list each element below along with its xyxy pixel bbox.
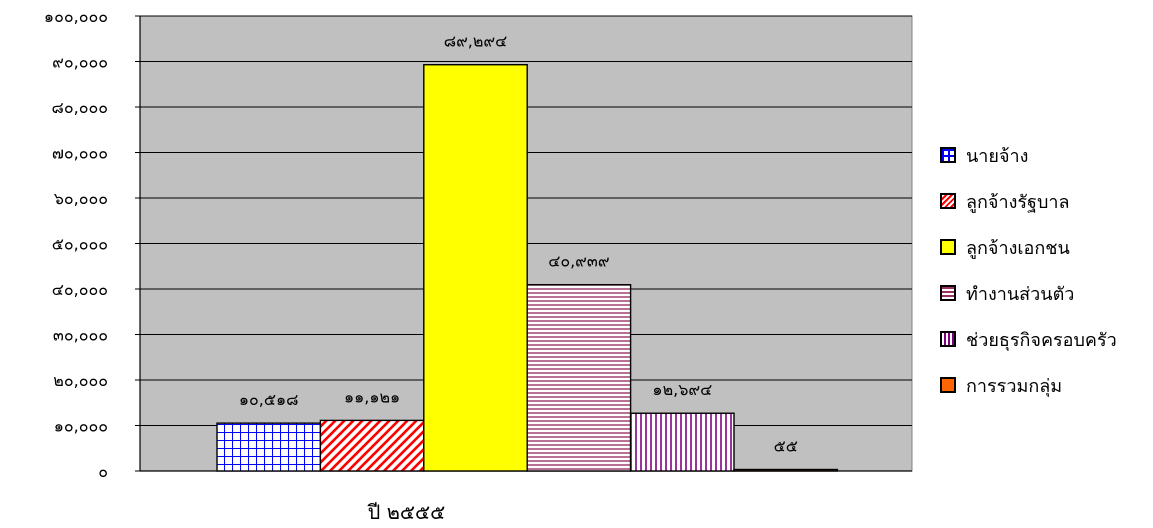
bar (216, 422, 322, 472)
legend-swatch (940, 285, 956, 301)
y-tick-label: ๐ (98, 462, 108, 481)
legend-item: ทำงานส่วนตัว (940, 281, 1117, 305)
y-tick-label: ๕๐,๐๐๐ (52, 235, 108, 254)
bar (319, 419, 425, 472)
y-tick-label: ๒๐,๐๐๐ (53, 371, 108, 390)
y-tick-label: ๘๐,๐๐๐ (52, 98, 109, 117)
legend-label: ลูกจ้างรัฐบาล (966, 191, 1070, 213)
legend-swatch (940, 147, 956, 163)
data-label: ๑๒,๖๙๔ (652, 380, 712, 399)
bar (423, 64, 528, 472)
legend-label: นายจ้าง (966, 145, 1029, 167)
x-category-container: ปี ๒๕๕๕ (0, 496, 1153, 528)
legend-swatch (940, 239, 956, 255)
y-tick-label: ๑๐,๐๐๐ (54, 417, 108, 436)
legend-item: ลูกจ้างรัฐบาล (940, 189, 1117, 213)
y-tick-label: ๖๐,๐๐๐ (54, 189, 108, 208)
legend-label: ลูกจ้างเอกชน (966, 237, 1070, 259)
y-tick-label: ๔๐,๐๐๐ (52, 280, 108, 299)
y-tick-label: ๗๐,๐๐๐ (52, 144, 108, 163)
legend-item: การรวมกลุ่ม (940, 373, 1117, 397)
legend-item: ช่วยธุรกิจครอบครัว (940, 327, 1117, 351)
y-tick-label: ๓๐,๐๐๐ (53, 326, 108, 345)
data-label: ๑๐,๕๑๘ (239, 390, 299, 409)
bar (629, 412, 735, 472)
legend-swatch (940, 193, 956, 209)
legend-item: นายจ้าง (940, 143, 1117, 167)
legend-item: ลูกจ้างเอกชน (940, 235, 1117, 259)
data-label: ๑๑,๑๒๑ (344, 387, 400, 406)
legend-swatch (940, 331, 956, 347)
data-label: ๕๕ (774, 437, 798, 456)
data-label: ๘๙,๒๙๔ (444, 32, 508, 51)
legend-label: การรวมกลุ่ม (966, 375, 1063, 397)
chart-legend: นายจ้างลูกจ้างรัฐบาลลูกจ้างเอกชนทำงานส่ว… (940, 143, 1117, 419)
legend-label: ช่วยธุรกิจครอบครัว (966, 329, 1117, 351)
y-tick-label: ๙๐,๐๐๐ (52, 53, 108, 72)
bar (733, 468, 839, 472)
legend-label: ทำงานส่วนตัว (966, 283, 1075, 305)
x-category-label: ปี ๒๕๕๕ (367, 500, 446, 524)
y-tick-label: ๑๐๐,๐๐๐ (44, 7, 108, 26)
data-label: ๔๐,๙๓๙ (548, 252, 609, 271)
bar (526, 284, 632, 472)
legend-swatch (940, 377, 956, 393)
